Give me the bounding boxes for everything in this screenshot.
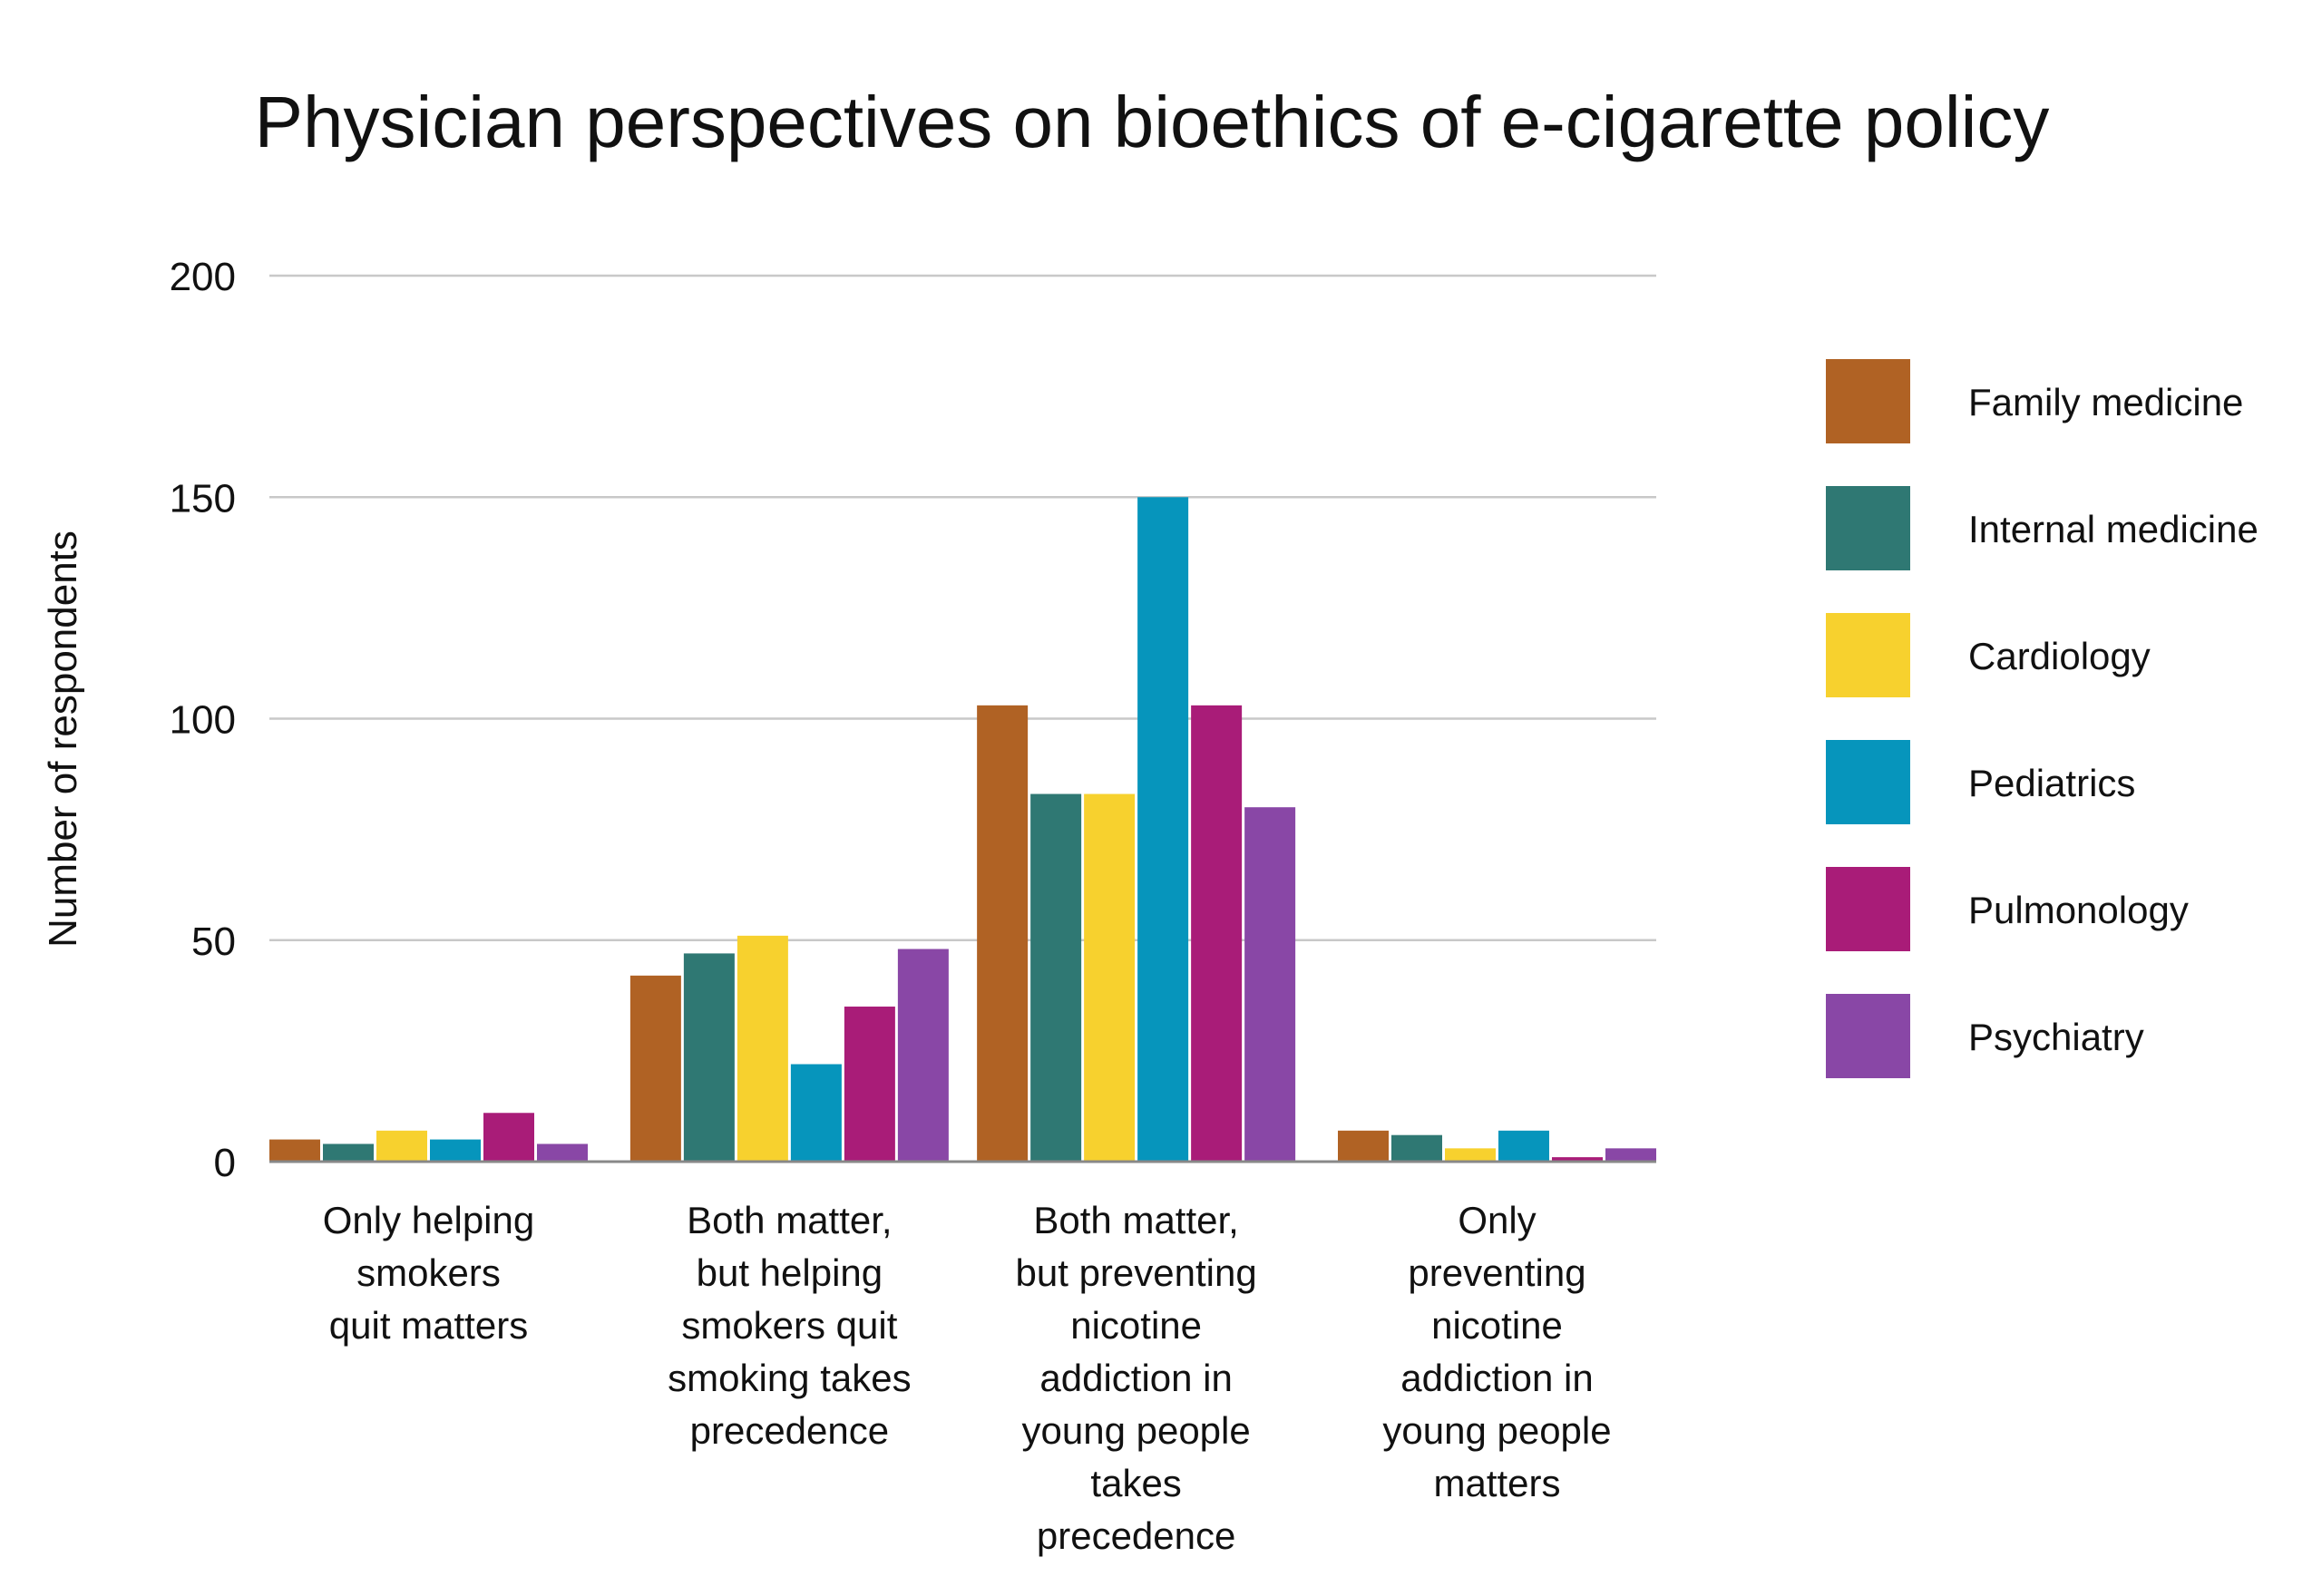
bar <box>897 949 949 1162</box>
x-category-label: young people <box>1022 1409 1251 1452</box>
bar <box>483 1113 534 1162</box>
bar <box>629 975 681 1162</box>
bar <box>844 1007 895 1162</box>
x-category-label: Both matter, <box>687 1199 892 1241</box>
bar <box>376 1130 427 1162</box>
bar <box>1552 1157 1603 1162</box>
x-category-label: quit matters <box>329 1304 528 1347</box>
bar <box>683 953 735 1162</box>
x-category-label: addiction in <box>1400 1357 1593 1399</box>
x-category-label: but helping <box>697 1251 883 1294</box>
bar <box>1605 1148 1656 1162</box>
bar <box>790 1064 842 1162</box>
legend: Family medicine Internal medicine Cardiolo… <box>1826 359 2259 1078</box>
y-tick-label: 50 <box>191 920 236 964</box>
bar <box>1137 497 1189 1162</box>
x-category-label: precedence <box>690 1409 890 1452</box>
x-category-label: young people <box>1382 1409 1611 1452</box>
bar <box>737 935 788 1162</box>
x-category-label: preventing <box>1408 1251 1585 1294</box>
x-category-label: Both matter, <box>1033 1199 1238 1241</box>
x-category-label: smokers quit <box>681 1304 897 1347</box>
bar <box>1030 793 1082 1162</box>
bar <box>323 1143 374 1162</box>
x-category-label: nicotine <box>1070 1304 1202 1347</box>
bar <box>1498 1130 1549 1162</box>
gridlines <box>269 274 1656 941</box>
bar <box>269 1139 320 1162</box>
bar <box>1391 1134 1442 1162</box>
bar <box>1244 807 1296 1162</box>
legend-swatch <box>1826 867 1910 951</box>
legend-label: Cardiology <box>1968 635 2151 677</box>
x-category-label: nicotine <box>1431 1304 1563 1347</box>
x-category-label: smokers <box>356 1251 501 1294</box>
y-tick-label: 150 <box>170 476 236 521</box>
x-category-label: addiction in <box>1039 1357 1232 1399</box>
bar <box>977 705 1029 1162</box>
x-category-label: but preventing <box>1016 1251 1257 1294</box>
y-tick-label: 0 <box>214 1141 236 1185</box>
x-category-label: Only helping <box>323 1199 534 1241</box>
y-tick-labels: 0 50 100 150 200 <box>170 255 236 1185</box>
legend-swatch <box>1826 740 1910 824</box>
bar <box>537 1143 588 1162</box>
chart-title: Physician perspectives on bioethics of e… <box>255 82 2050 162</box>
y-tick-label: 100 <box>170 698 236 743</box>
legend-swatch <box>1826 994 1910 1078</box>
y-axis-label: Number of respondents <box>41 530 85 948</box>
x-category-label: smoking takes <box>668 1357 911 1399</box>
bar <box>430 1139 481 1162</box>
legend-label: Pediatrics <box>1968 762 2135 804</box>
x-category-label: precedence <box>1037 1514 1236 1557</box>
legend-swatch <box>1826 486 1910 570</box>
x-category-label: Only <box>1458 1199 1536 1241</box>
x-category-label: takes <box>1090 1462 1181 1504</box>
legend-label: Psychiatry <box>1968 1016 2144 1058</box>
bar <box>1445 1148 1496 1162</box>
legend-label: Pulmonology <box>1968 889 2189 931</box>
x-category-labels: Only helping smokers quit matters Both matt… <box>323 1199 1612 1557</box>
y-tick-label: 200 <box>170 255 236 299</box>
legend-swatch <box>1826 613 1910 697</box>
legend-label: Internal medicine <box>1968 508 2259 550</box>
bars <box>269 497 1656 1162</box>
bar <box>1338 1130 1389 1162</box>
x-category-label: matters <box>1433 1462 1560 1504</box>
bar <box>1191 705 1243 1162</box>
legend-label: Family medicine <box>1968 381 2243 423</box>
bar <box>1084 793 1136 1162</box>
legend-swatch <box>1826 359 1910 443</box>
